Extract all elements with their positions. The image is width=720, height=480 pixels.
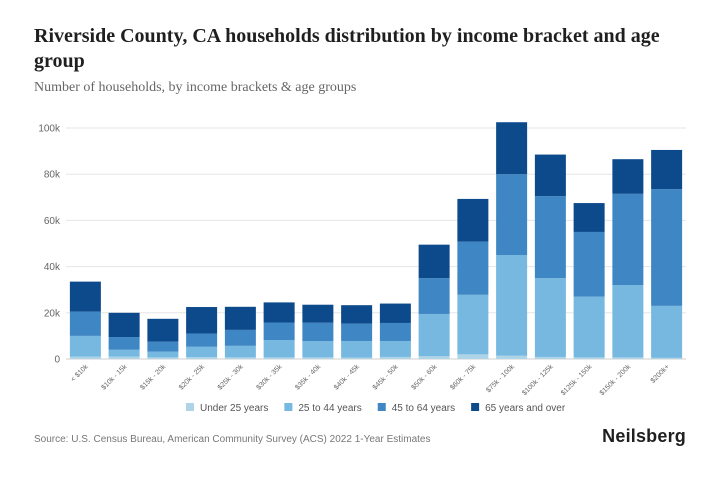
bar-segment-under-25	[69, 356, 101, 359]
bar-segment-25-44	[69, 335, 101, 357]
bar-segment-25-44	[263, 340, 295, 358]
bar-segment-under-25	[224, 357, 256, 359]
x-tick-label: < $10k	[70, 363, 90, 383]
bar-segment-45-64	[573, 231, 605, 297]
x-tick-label: $150k - 200k	[599, 363, 633, 397]
bar-segment-65-plus	[573, 203, 605, 232]
x-tick-label: $100k - 125k	[521, 363, 555, 397]
bar-segment-25-44	[108, 349, 140, 357]
bar-segment-25-44	[224, 345, 256, 358]
x-tick-label: $40k - 45k	[333, 363, 361, 391]
bar-segment-65-plus	[496, 122, 528, 175]
bar-segment-25-44	[341, 340, 373, 358]
bar-segment-65-plus	[612, 159, 644, 194]
bar-segment-25-44	[457, 294, 489, 355]
bar-segment-45-64	[186, 333, 218, 347]
legend-label: Under 25 years	[200, 403, 268, 414]
bar-segment-65-plus	[108, 312, 140, 338]
bar-segment-65-plus	[186, 307, 218, 334]
bar-segment-45-64	[302, 322, 334, 342]
bar-segment-45-64	[612, 193, 644, 286]
bar-segment-25-44	[302, 341, 334, 358]
bar-segment-under-25	[573, 357, 605, 359]
y-tick-label: 20k	[44, 308, 61, 319]
bar-segment-45-64	[69, 311, 101, 336]
legend-label: 45 to 64 years	[392, 403, 455, 414]
x-tick-label: $10k - 15k	[100, 363, 128, 391]
bar-segment-45-64	[418, 278, 450, 314]
x-tick-label: $125k - 150k	[560, 363, 594, 397]
x-tick-label: $50k - 60k	[410, 363, 438, 391]
bar-segment-25-44	[379, 340, 411, 357]
bar-segment-65-plus	[379, 303, 411, 323]
legend-label: 25 to 44 years	[298, 403, 361, 414]
bar-segment-25-44	[147, 351, 179, 358]
bar-segment-25-44	[651, 305, 683, 358]
bar-segment-45-64	[224, 329, 256, 346]
legend-swatch	[186, 403, 194, 411]
legend-swatch	[471, 403, 480, 411]
legend-label: 65 years and over	[485, 403, 566, 414]
bar-segment-45-64	[496, 174, 528, 256]
bar-segment-25-44	[612, 285, 644, 358]
bar-segment-65-plus	[224, 306, 256, 330]
bar-segment-under-25	[457, 354, 489, 359]
bar-segment-25-44	[496, 255, 528, 356]
bar-segment-under-25	[612, 357, 644, 359]
bar-segment-65-plus	[341, 305, 373, 324]
x-tick-label: $25k - 30k	[217, 363, 245, 391]
bar-segment-under-25	[418, 356, 450, 359]
bar-segment-25-44	[573, 296, 605, 358]
chart-subtitle: Number of households, by income brackets…	[34, 80, 357, 95]
bar-segment-65-plus	[418, 244, 450, 279]
source-note: Source: U.S. Census Bureau, American Com…	[34, 434, 431, 445]
bar-segment-45-64	[147, 341, 179, 352]
bar-segment-under-25	[341, 357, 373, 359]
bar-segment-under-25	[147, 357, 179, 359]
x-tick-label: $60k - 75k	[449, 363, 477, 391]
bar-segment-65-plus	[534, 154, 566, 197]
x-tick-label: $45k - 50k	[372, 363, 400, 391]
legend-swatch	[284, 403, 293, 411]
x-tick-label: $15k - 20k	[139, 363, 167, 391]
bar-segment-45-64	[379, 322, 411, 341]
x-tick-label: $20k - 25k	[178, 363, 206, 391]
chart-title: Riverside County, CA households distribu…	[34, 25, 660, 72]
bar-segment-65-plus	[457, 198, 489, 242]
brand-logo: Neilsberg	[602, 426, 686, 446]
y-tick-label: 40k	[44, 262, 61, 273]
bar-segment-45-64	[651, 189, 683, 306]
bar-segment-45-64	[108, 337, 140, 350]
bar-segment-under-25	[302, 357, 334, 359]
bar-segment-under-25	[186, 357, 218, 359]
bar-segment-65-plus	[263, 302, 295, 323]
bar-segment-under-25	[651, 357, 683, 359]
bar-segment-under-25	[534, 356, 566, 359]
bar-segment-45-64	[457, 241, 489, 295]
bar-segment-25-44	[534, 278, 566, 357]
bar-segment-45-64	[263, 322, 295, 341]
y-tick-label: 100k	[38, 124, 61, 135]
bar-segment-under-25	[379, 356, 411, 359]
x-tick-label: $35k - 40k	[294, 363, 322, 391]
bar-segment-65-plus	[302, 304, 334, 323]
y-tick-label: 0	[54, 355, 60, 366]
y-tick-label: 60k	[44, 216, 61, 227]
y-tick-label: 80k	[44, 170, 61, 181]
bar-segment-under-25	[263, 357, 295, 359]
bar-segment-25-44	[186, 346, 218, 358]
bar-segment-under-25	[108, 356, 140, 359]
legend-swatch	[377, 403, 386, 411]
bar-segment-45-64	[341, 323, 373, 341]
x-tick-label: $200k+	[650, 363, 671, 384]
x-tick-label: $30k - 35k	[255, 363, 283, 391]
x-tick-label: $75k - 100k	[485, 363, 516, 394]
bar-segment-under-25	[496, 355, 528, 359]
bar-segment-65-plus	[651, 149, 683, 190]
bar-segment-45-64	[534, 196, 566, 279]
bar-segment-65-plus	[69, 281, 101, 312]
bar-segment-25-44	[418, 313, 450, 357]
bar-segment-65-plus	[147, 318, 179, 342]
